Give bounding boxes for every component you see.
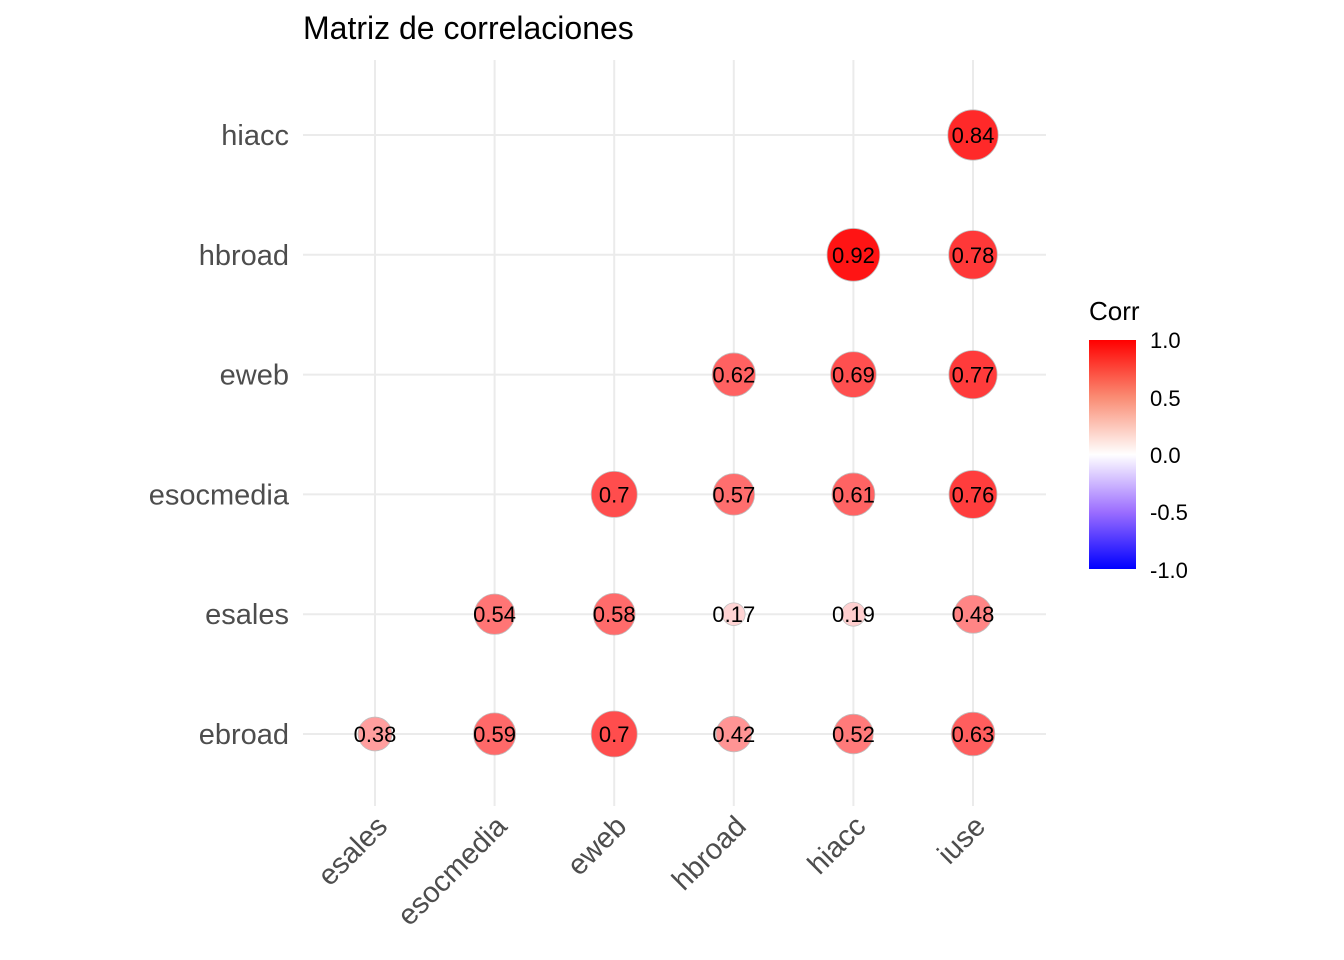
correlation-point [948,470,998,519]
correlation-point [590,710,638,758]
correlation-point [715,715,753,753]
correlation-value-label: 0.92 [832,243,875,268]
correlation-point [947,109,999,161]
correlation-value-label: 0.84 [952,123,995,148]
legend-tick-label: -0.5 [1150,500,1188,525]
y-axis-tick-label: eweb [220,360,289,392]
x-axis-tick-label: eweb [561,810,633,882]
x-axis-tick-label: iuse [932,810,992,870]
correlation-value-label: 0.57 [712,482,755,507]
correlation-points [357,109,999,758]
correlation-point [948,230,998,280]
correlation-value-label: 0.17 [712,602,755,627]
correlation-point [473,712,517,756]
grid-lines [303,60,1046,806]
x-axis-tick-label: hiacc [802,810,873,881]
x-axis-tick-label: esales [312,810,394,892]
correlation-point [711,352,756,397]
correlation-labels: 0.38 0.59 0.7 0.42 0.52 0.63 0.54 0.58 0.17 0.19 0… [354,123,995,747]
correlation-value-label: 0.52 [832,722,875,747]
correlation-value-label: 0.58 [593,602,636,627]
legend-tick-label: 1.0 [1150,328,1181,353]
correlation-point [831,472,876,517]
correlation-value-label: 0.19 [832,602,875,627]
legend-color-bar [1089,340,1136,569]
correlation-point [473,593,516,635]
correlation-value-label: 0.59 [473,722,516,747]
correlation-value-label: 0.61 [832,482,875,507]
y-axis-tick-label: ebroad [199,719,289,751]
correlation-value-label: 0.69 [832,363,875,388]
chart-title: Matriz de correlaciones [303,10,634,46]
correlation-point [948,350,998,400]
correlation-value-label: 0.77 [952,363,995,388]
correlation-value-label: 0.76 [952,482,995,507]
correlation-value-label: 0.48 [952,602,995,627]
legend-title: Corr [1089,296,1140,326]
y-axis-tick-label: esales [205,599,289,631]
correlation-value-label: 0.78 [952,243,995,268]
correlation-point [833,713,874,755]
correlation-point [953,594,993,634]
correlation-value-label: 0.7 [599,722,630,747]
correlation-value-label: 0.54 [473,602,516,627]
correlation-point [712,473,755,516]
legend-tick-label: 0.5 [1150,386,1181,411]
y-axis-tick-labels: ebroad esales esocmedia eweb hbroad hiacc [149,120,290,751]
x-axis-tick-label: esocmedia [392,810,514,932]
correlation-point [592,592,636,636]
correlation-value-label: 0.38 [354,722,397,747]
legend-tick-label: -1.0 [1150,558,1188,583]
legend-tick-label: 0.0 [1150,443,1181,468]
y-axis-tick-label: hbroad [199,240,289,272]
correlation-value-label: 0.62 [712,363,755,388]
correlation-value-label: 0.7 [599,482,630,507]
y-axis-tick-label: esocmedia [149,479,290,511]
correlation-value-label: 0.42 [712,722,755,747]
correlation-point [841,601,866,627]
correlation-point [830,351,877,398]
correlation-point [357,716,393,752]
correlation-point [722,602,746,626]
x-axis-tick-label: hbroad [666,810,752,896]
correlation-point [826,228,881,282]
correlation-point [590,470,638,518]
correlation-value-label: 0.63 [952,722,995,747]
correlation-point [950,711,996,757]
y-axis-tick-label: hiacc [221,120,289,152]
